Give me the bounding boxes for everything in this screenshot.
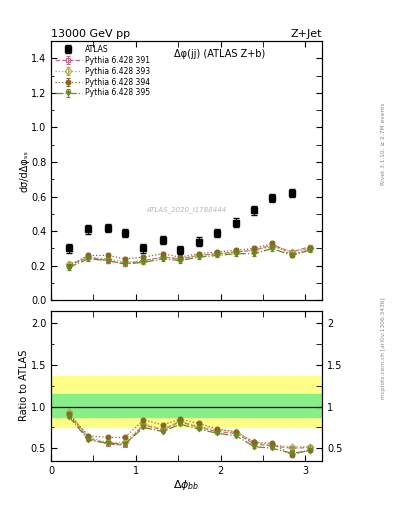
Text: 13000 GeV pp: 13000 GeV pp — [51, 29, 130, 39]
Text: Δφ(jj) (ATLAS Z+b): Δφ(jj) (ATLAS Z+b) — [174, 49, 265, 59]
Y-axis label: dσ/dΔφₛₛ: dσ/dΔφₛₛ — [20, 150, 29, 191]
Text: Z+Jet: Z+Jet — [291, 29, 322, 39]
Text: Rivet 3.1.10, ≥ 2.7M events: Rivet 3.1.10, ≥ 2.7M events — [381, 102, 386, 185]
Y-axis label: Ratio to ATLAS: Ratio to ATLAS — [20, 350, 29, 421]
Text: mcplots.cern.ch [arXiv:1306.3436]: mcplots.cern.ch [arXiv:1306.3436] — [381, 297, 386, 399]
Text: ATLAS_2020_I1788444: ATLAS_2020_I1788444 — [147, 206, 227, 213]
Bar — [51, 376, 322, 428]
Legend: ATLAS, Pythia 6.428 391, Pythia 6.428 393, Pythia 6.428 394, Pythia 6.428 395: ATLAS, Pythia 6.428 391, Pythia 6.428 39… — [53, 43, 151, 99]
Bar — [51, 394, 322, 417]
X-axis label: $\Delta\phi_{bb}$: $\Delta\phi_{bb}$ — [173, 478, 200, 493]
